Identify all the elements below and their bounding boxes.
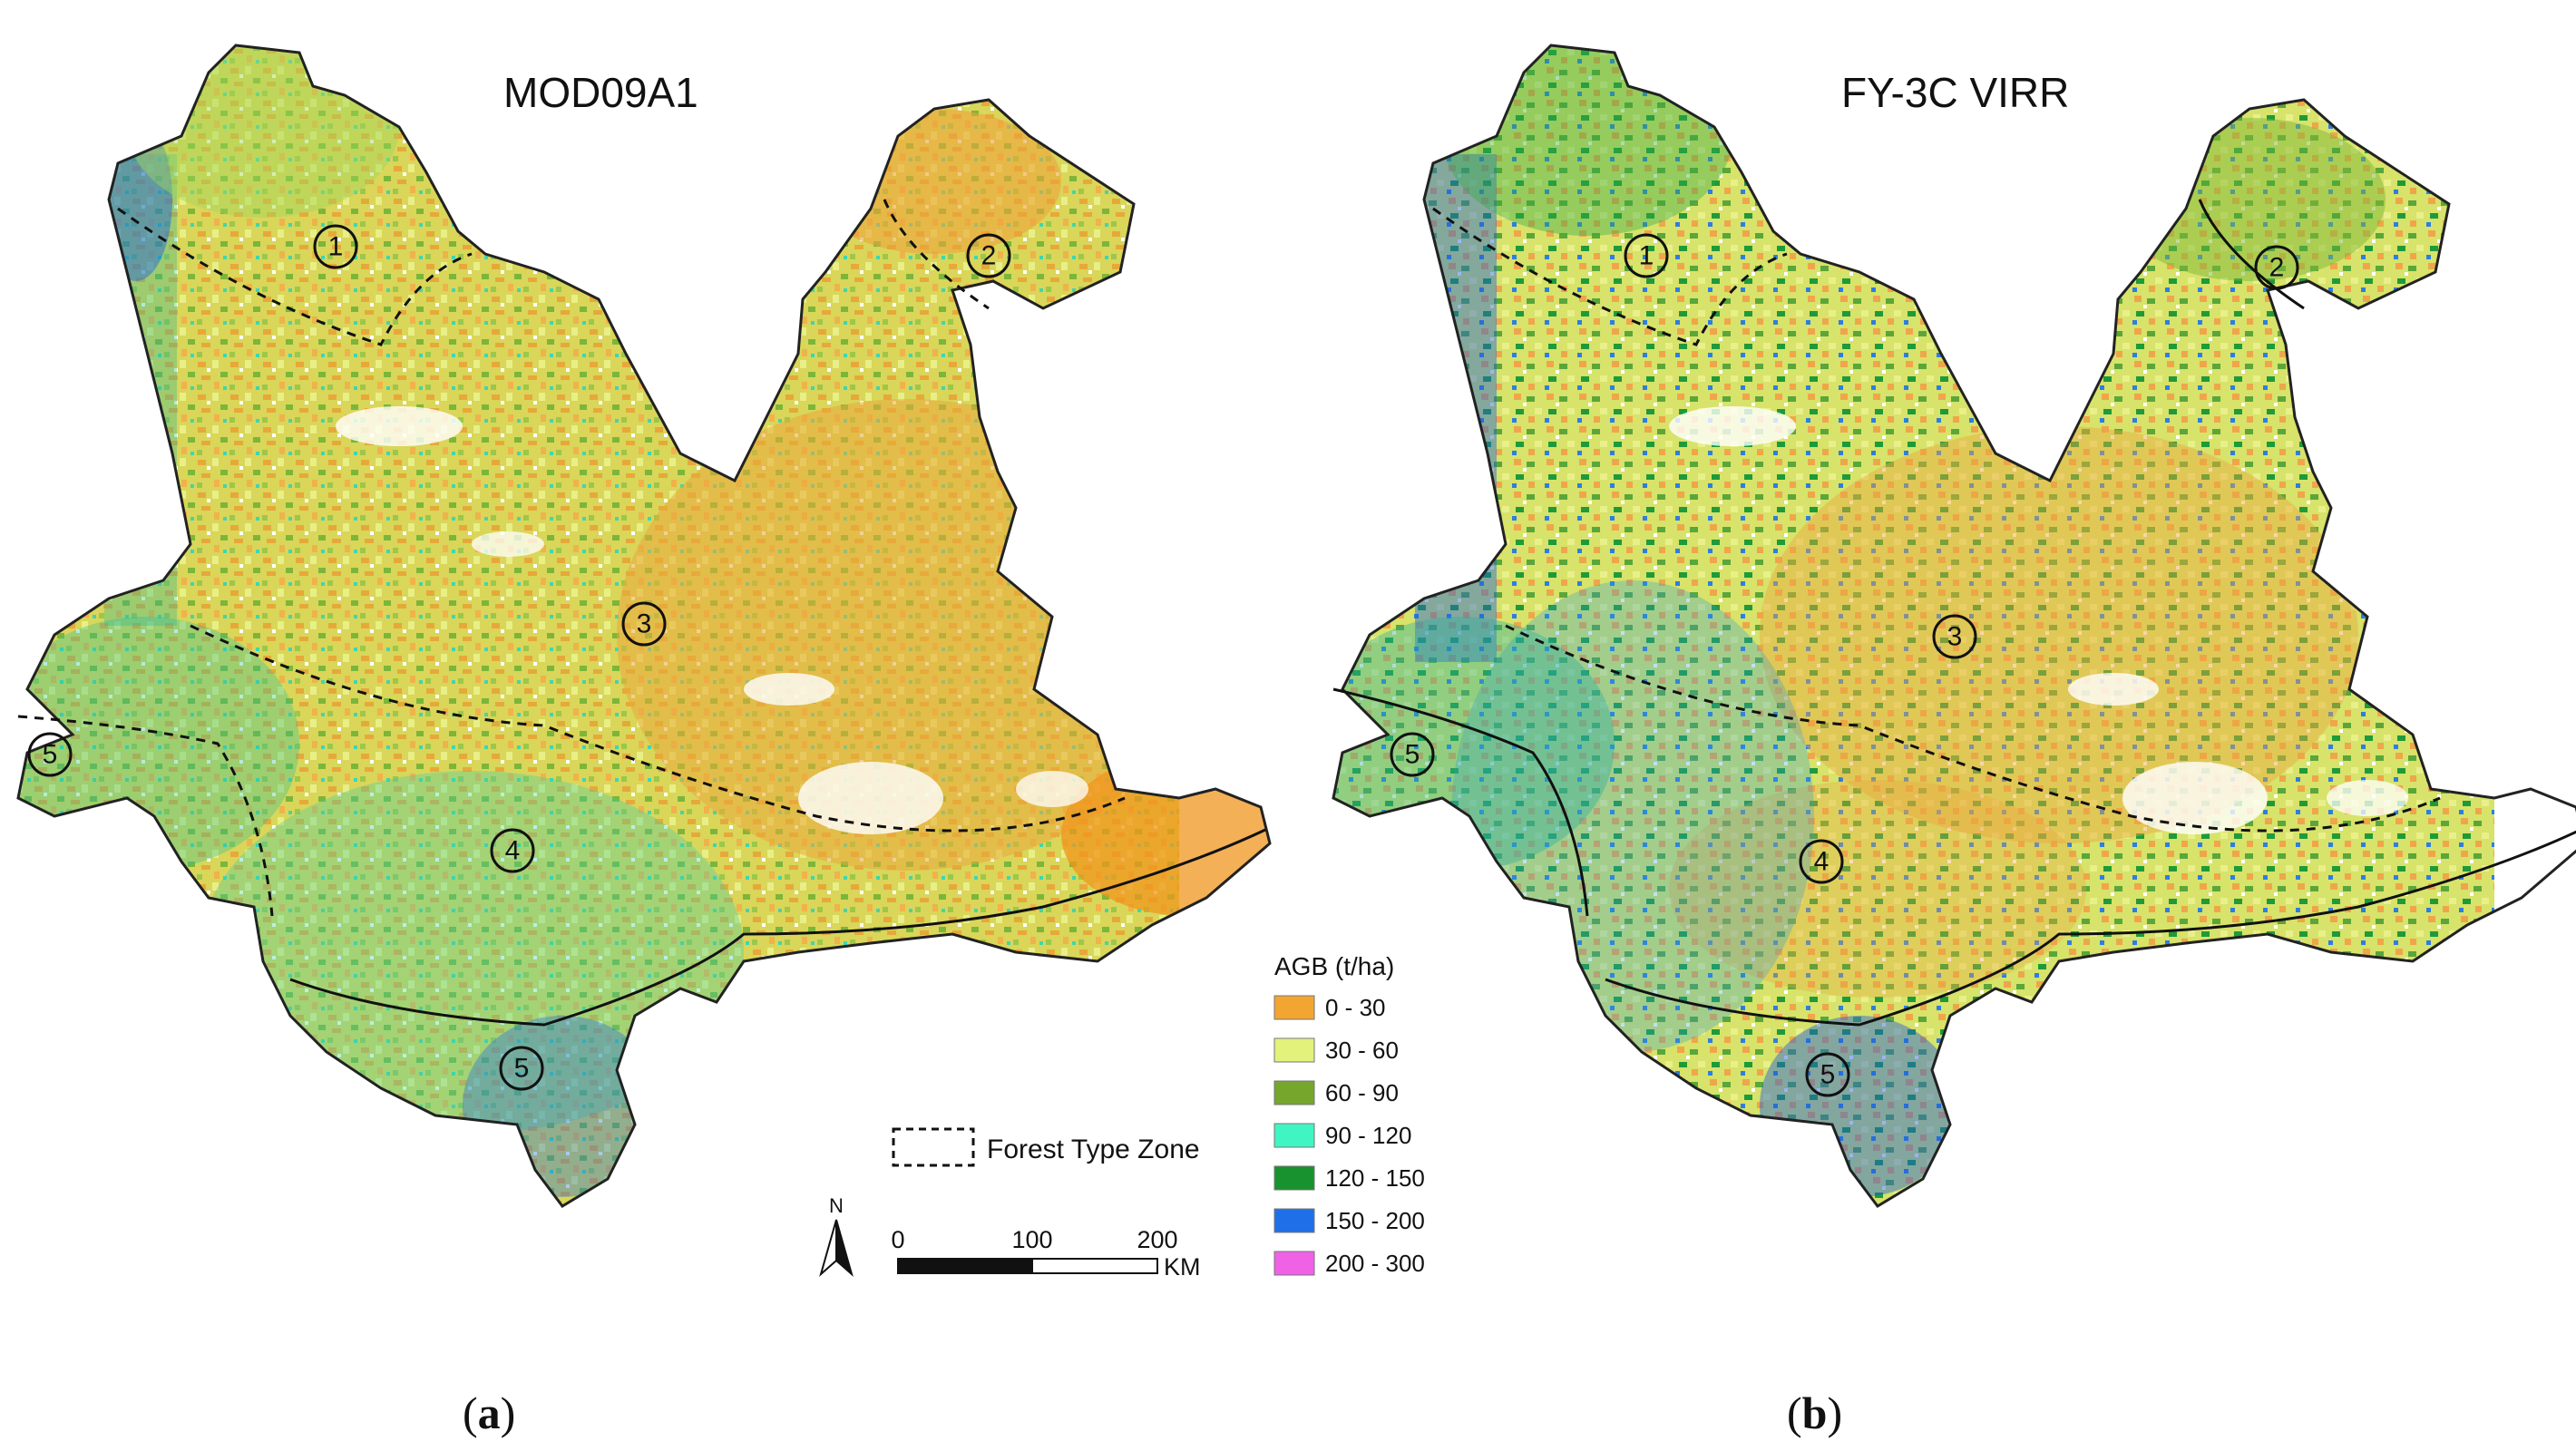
legend-swatch-3: [1273, 1123, 1315, 1148]
zone-marker-5-south-a: 5: [514, 1054, 530, 1084]
zone-marker-5-west-a: 5: [43, 740, 58, 770]
scale-tick-0: 0: [891, 1226, 904, 1253]
map-title-b: FY-3C VIRR: [1841, 69, 2069, 116]
zone-marker-4-b: 4: [1814, 847, 1830, 877]
caption-a: (a): [463, 1388, 515, 1438]
zone-markers-a: 1 2 3 4 5 5: [27, 224, 1011, 1091]
caption-b: (b): [1787, 1388, 1842, 1438]
agb-raster-a: [18, 45, 1270, 1206]
zone-marker-3-b: 3: [1947, 622, 1963, 652]
legend-label-2: 60 - 90: [1325, 1079, 1399, 1106]
legend-swatch-0: [1273, 995, 1315, 1020]
zone-marker-5-south-b: 5: [1820, 1060, 1836, 1090]
scale-bar: 0 100 200 KM: [891, 1226, 1200, 1281]
zone-markers-b: 1 2 3 4 5 5: [1390, 233, 2299, 1097]
legend-swatch-5: [1273, 1208, 1315, 1233]
legend-label-5: 150 - 200: [1325, 1207, 1425, 1234]
agb-raster-b: [1333, 45, 2494, 1206]
scale-tick-200: 200: [1137, 1226, 1177, 1253]
north-label: N: [829, 1194, 844, 1217]
zone-marker-1-a: 1: [328, 232, 344, 262]
legend-swatch-6: [1273, 1251, 1315, 1276]
zone-marker-2-b: 2: [2269, 253, 2285, 283]
north-arrow-icon: N: [819, 1194, 854, 1278]
agb-legend: AGB (t/ha) 0 - 30 30 - 60 60 - 90 90 - 120 1…: [1273, 952, 1425, 1277]
zone-marker-1-b: 1: [1639, 241, 1654, 271]
zone-marker-3-a: 3: [637, 609, 652, 639]
map-panel-a: MOD09A1 1 2 3 4 5 5 (a): [16, 44, 1272, 1438]
scale-unit: KM: [1164, 1253, 1201, 1281]
legend-label-1: 30 - 60: [1325, 1037, 1399, 1064]
legend-label-0: 0 - 30: [1325, 994, 1386, 1021]
legend-label-3: 90 - 120: [1325, 1122, 1411, 1149]
zone-marker-2-a: 2: [981, 241, 997, 271]
map-panel-b: FY-3C VIRR 1 2 3 4 5 5 (b): [1332, 44, 2576, 1438]
legend-swatch-4: [1273, 1165, 1315, 1191]
zone-legend-label: Forest Type Zone: [987, 1135, 1200, 1164]
map-title-a: MOD09A1: [503, 69, 698, 116]
scale-tick-100: 100: [1011, 1226, 1052, 1253]
zone-marker-5-west-b: 5: [1405, 740, 1420, 770]
legend-label-4: 120 - 150: [1325, 1164, 1425, 1192]
legend-swatch-1: [1273, 1037, 1315, 1063]
legend-label-6: 200 - 300: [1325, 1250, 1425, 1277]
legend-title: AGB (t/ha): [1274, 952, 1394, 980]
zone-marker-4-a: 4: [505, 836, 521, 866]
legend-swatch-2: [1273, 1080, 1315, 1105]
zone-legend: Forest Type Zone: [892, 1127, 1200, 1167]
